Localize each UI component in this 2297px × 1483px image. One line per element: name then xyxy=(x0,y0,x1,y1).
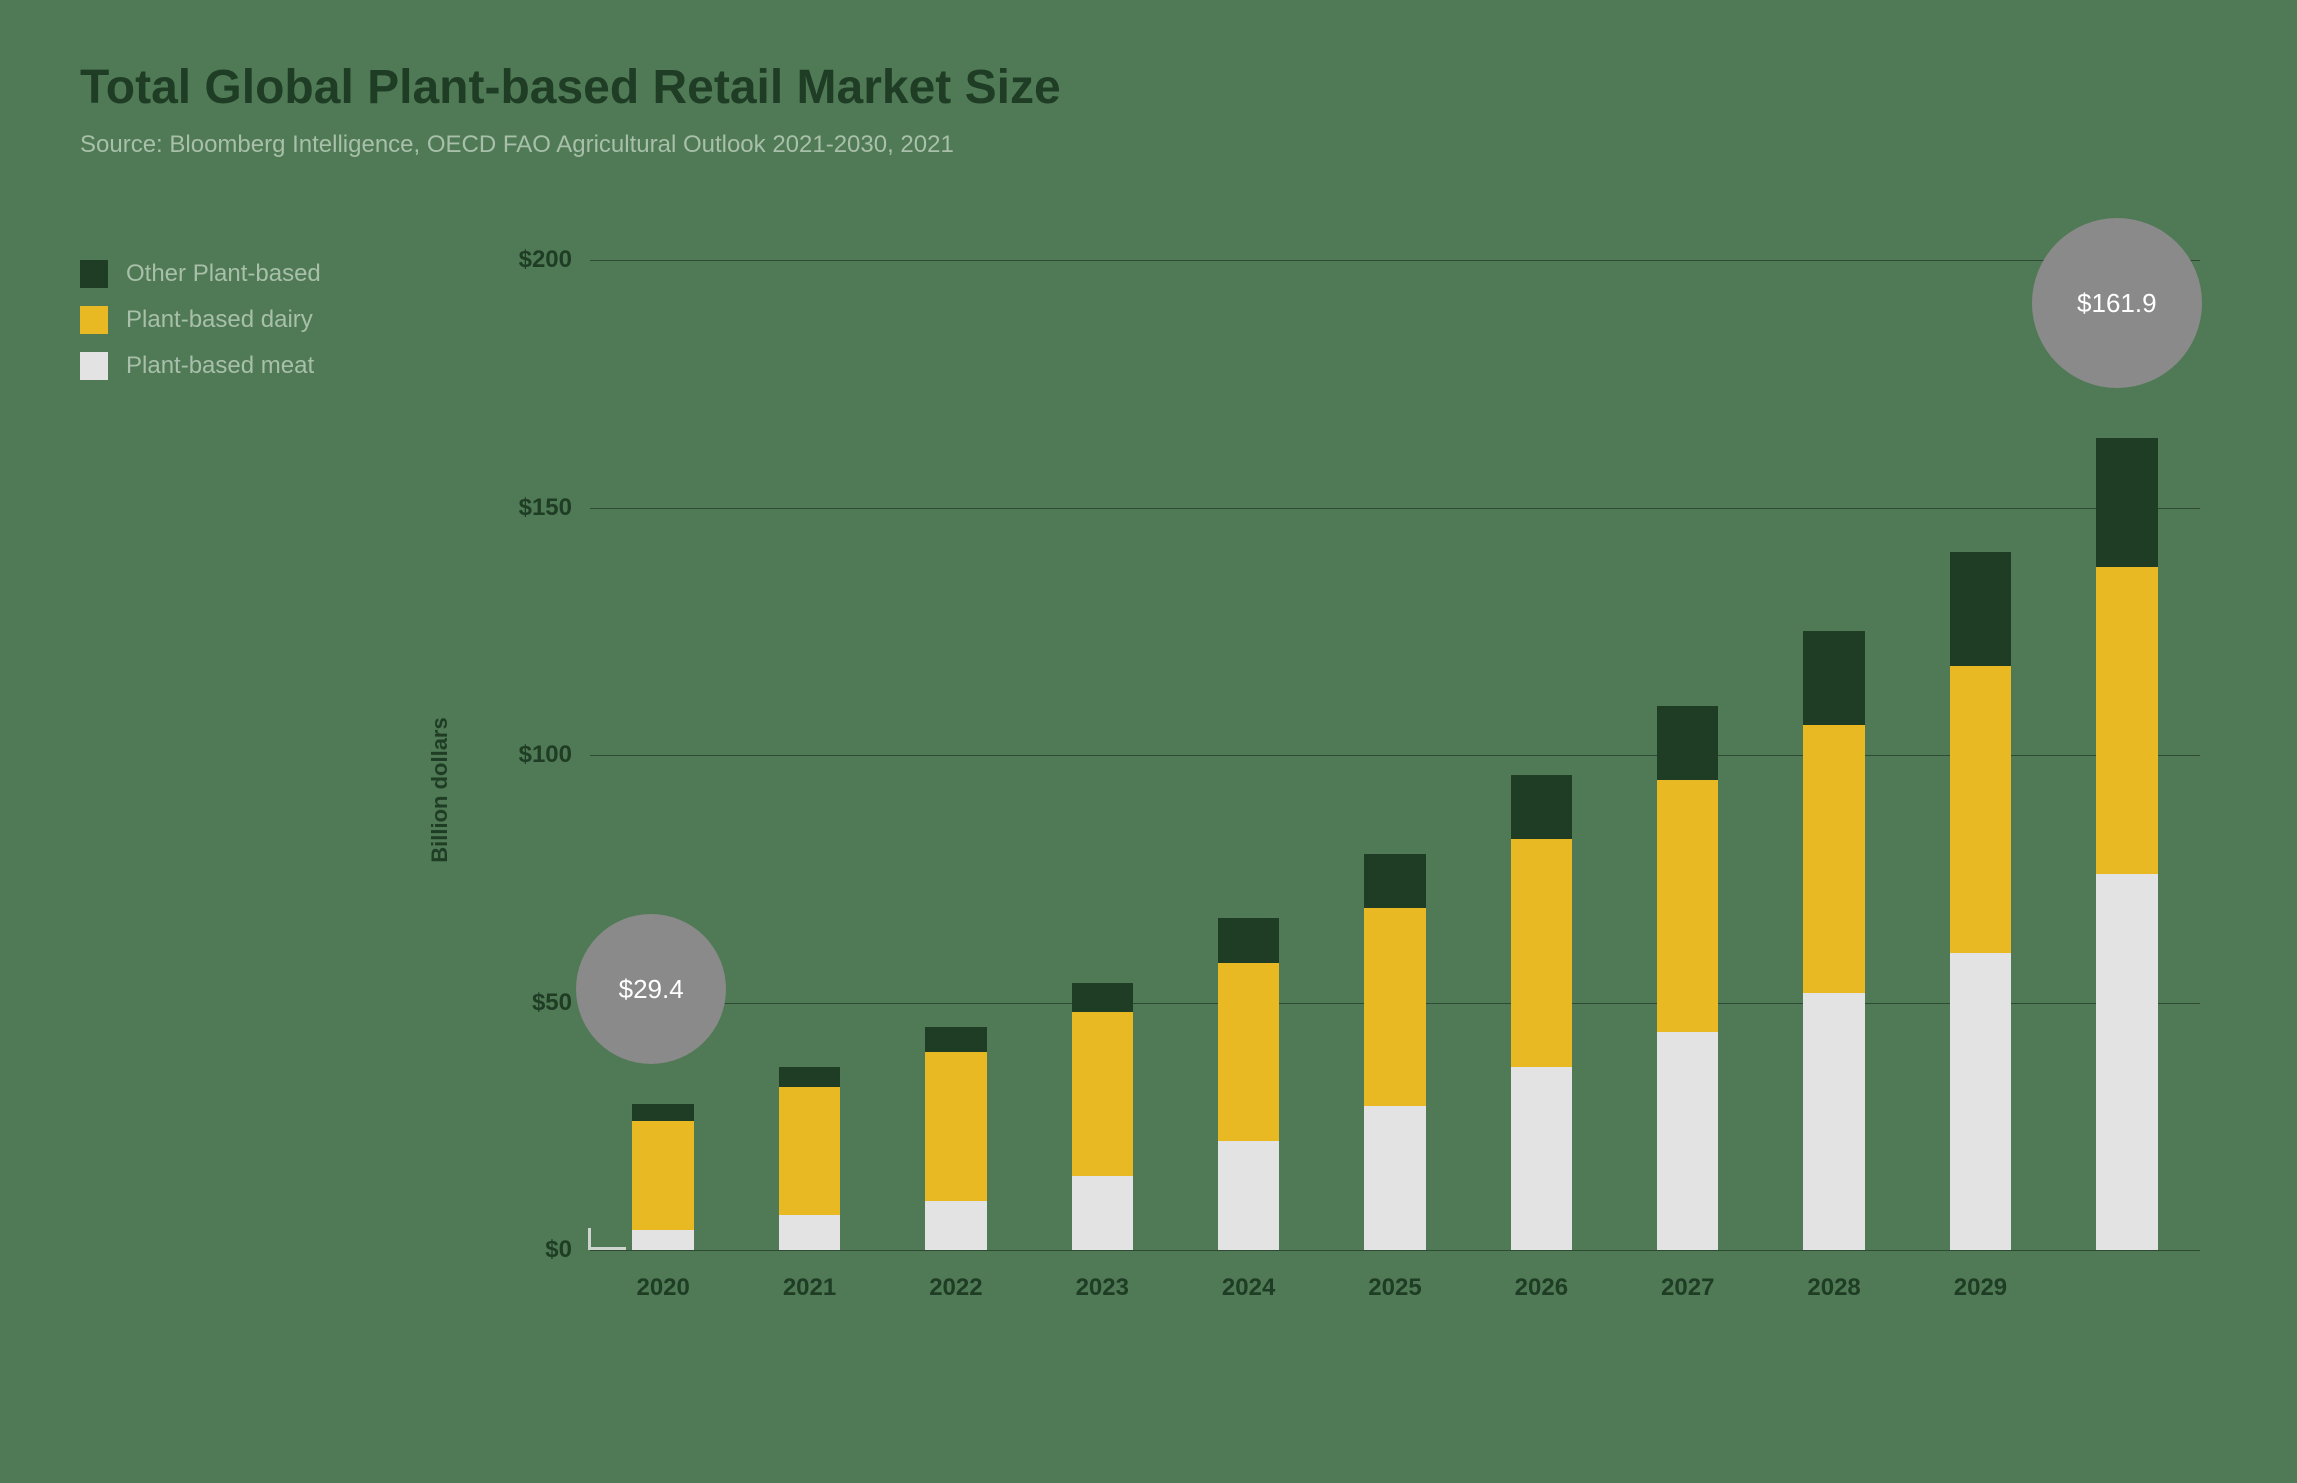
bar-segment-meat xyxy=(1218,1141,1279,1250)
bar-group xyxy=(1364,854,1425,1250)
bar-segment-dairy xyxy=(925,1052,986,1201)
bar-segment-dairy xyxy=(1803,725,1864,992)
x-tick-label: 2021 xyxy=(783,1274,836,1302)
legend-label: Plant-based meat xyxy=(126,352,314,380)
bar-segment-other xyxy=(1218,918,1279,963)
x-tick-label: 2023 xyxy=(1076,1274,1129,1302)
bar-segment-other xyxy=(2096,438,2157,567)
plot-region: $0$50$100$150$20020202021202220232024202… xyxy=(590,260,2200,1250)
bar-group xyxy=(1511,775,1572,1250)
bar-group xyxy=(632,1104,693,1250)
bar-segment-dairy xyxy=(779,1087,840,1216)
chart-subtitle: Source: Bloomberg Intelligence, OECD FAO… xyxy=(80,131,2217,159)
bar-segment-meat xyxy=(1072,1176,1133,1250)
grid-line xyxy=(590,508,2200,509)
legend-label: Other Plant-based xyxy=(126,260,321,288)
bar-group xyxy=(1657,706,1718,1251)
bar-segment-dairy xyxy=(1218,963,1279,1141)
bar-group xyxy=(1950,552,2011,1250)
bar-segment-meat xyxy=(2096,874,2157,1250)
x-tick-label: 2028 xyxy=(1807,1274,1860,1302)
bar-segment-other xyxy=(1803,631,1864,725)
bar-segment-other xyxy=(925,1027,986,1052)
bar-segment-dairy xyxy=(632,1121,693,1230)
legend-swatch xyxy=(80,352,108,380)
bar-segment-meat xyxy=(1803,993,1864,1250)
bar-group xyxy=(925,1027,986,1250)
grid-line xyxy=(590,1250,2200,1251)
bar-segment-dairy xyxy=(2096,567,2157,874)
legend-label: Plant-based dairy xyxy=(126,306,313,334)
axis-origin-mark xyxy=(588,1228,626,1250)
bar-segment-other xyxy=(1072,983,1133,1013)
x-tick-label: 2025 xyxy=(1368,1274,1421,1302)
bar-segment-other xyxy=(632,1104,693,1121)
bar-segment-meat xyxy=(1657,1032,1718,1250)
x-tick-label: 2024 xyxy=(1222,1274,1275,1302)
chart-area: Billion dollars $0$50$100$150$2002020202… xyxy=(440,240,2220,1340)
bar-segment-other xyxy=(1364,854,1425,908)
x-tick-label: 2026 xyxy=(1515,1274,1568,1302)
page: Total Global Plant-based Retail Market S… xyxy=(0,0,2297,1483)
x-tick-label: 2022 xyxy=(929,1274,982,1302)
y-axis-title: Billion dollars xyxy=(427,717,453,862)
legend-swatch xyxy=(80,306,108,334)
bar-segment-other xyxy=(1950,552,2011,666)
y-tick-label: $150 xyxy=(519,494,572,522)
legend-item: Other Plant-based xyxy=(80,260,321,288)
x-tick-label: 2029 xyxy=(1954,1274,2007,1302)
bar-segment-meat xyxy=(925,1201,986,1251)
x-tick-label: 2027 xyxy=(1661,1274,1714,1302)
bar-group xyxy=(1803,631,1864,1250)
bar-segment-meat xyxy=(1511,1067,1572,1250)
bar-group xyxy=(779,1067,840,1250)
bar-group xyxy=(1218,918,1279,1250)
bar-segment-meat xyxy=(779,1215,840,1250)
bar-segment-dairy xyxy=(1950,666,2011,953)
callout-bubble: $29.4 xyxy=(576,914,726,1064)
y-tick-label: $200 xyxy=(519,246,572,274)
bar-segment-dairy xyxy=(1657,780,1718,1032)
bar-segment-dairy xyxy=(1072,1012,1133,1175)
bar-group xyxy=(2096,438,2157,1250)
callout-bubble: $161.9 xyxy=(2032,218,2202,388)
bar-group xyxy=(1072,983,1133,1250)
bar-segment-other xyxy=(1511,775,1572,839)
y-tick-label: $0 xyxy=(545,1236,572,1264)
legend-item: Plant-based dairy xyxy=(80,306,321,334)
y-tick-label: $100 xyxy=(519,741,572,769)
bar-segment-other xyxy=(779,1067,840,1087)
legend-item: Plant-based meat xyxy=(80,352,321,380)
legend-swatch xyxy=(80,260,108,288)
grid-line xyxy=(590,260,2200,261)
y-tick-label: $50 xyxy=(532,989,572,1017)
legend: Other Plant-based Plant-based dairy Plant-… xyxy=(80,260,321,398)
bar-segment-other xyxy=(1657,706,1718,780)
chart-title: Total Global Plant-based Retail Market S… xyxy=(80,60,2217,115)
bar-segment-meat xyxy=(632,1230,693,1250)
bar-segment-meat xyxy=(1950,953,2011,1250)
bar-segment-meat xyxy=(1364,1106,1425,1250)
x-tick-label: 2020 xyxy=(636,1274,689,1302)
bar-segment-dairy xyxy=(1511,839,1572,1067)
bar-segment-dairy xyxy=(1364,908,1425,1106)
